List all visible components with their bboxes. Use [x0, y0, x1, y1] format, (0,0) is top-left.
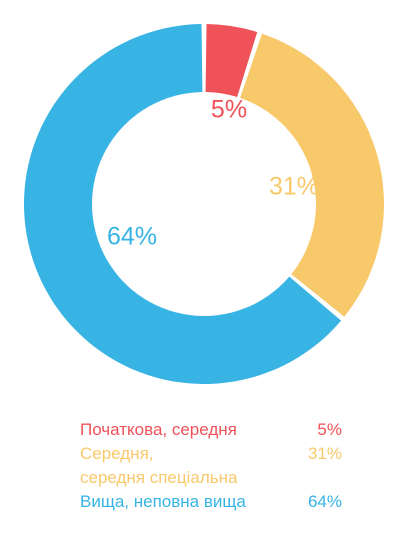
- donut-slice: [24, 24, 342, 384]
- legend-label: Початкова, середня: [80, 420, 237, 439]
- donut-slice: [205, 24, 258, 98]
- legend-label: Середня, середня спеціальна: [80, 444, 238, 487]
- slice-value-label: 31%: [269, 173, 319, 201]
- legend-item-higher: Вища, неповна вища 64%: [80, 490, 342, 514]
- slice-value-label: 64%: [107, 223, 157, 251]
- legend-item-primary: Початкова, середня 5%: [80, 418, 342, 442]
- legend-value: 31%: [307, 444, 342, 463]
- legend-value: 64%: [307, 492, 342, 511]
- legend-item-secondary: Середня, середня спеціальна 31%: [80, 442, 342, 490]
- donut-slice: [240, 33, 384, 317]
- donut-chart: 5% 31% 64%: [24, 24, 384, 384]
- legend-value: 5%: [317, 420, 342, 439]
- slice-value-label: 5%: [211, 96, 247, 124]
- legend-label: Вища, неповна вища: [80, 492, 246, 511]
- legend: Початкова, середня 5% Середня, середня с…: [80, 418, 342, 514]
